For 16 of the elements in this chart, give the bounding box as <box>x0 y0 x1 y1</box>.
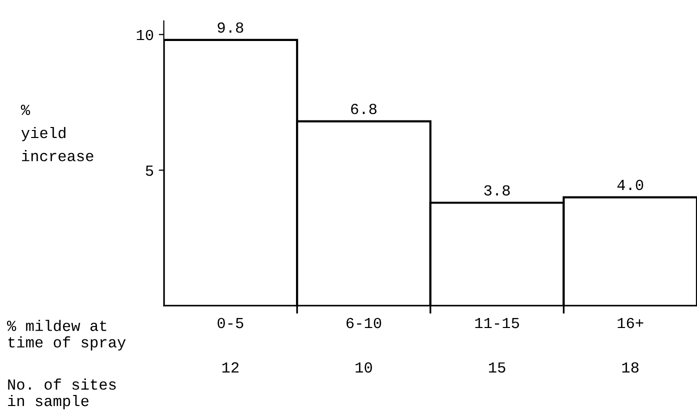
x-axis-title: % mildew at time of spray <box>6 320 126 351</box>
x-tick-label: 11-15 <box>475 318 519 328</box>
data-label: 4.0 <box>617 180 644 190</box>
data-label: 3.8 <box>484 185 510 196</box>
y-tick-label: 5 <box>146 166 154 176</box>
text: 15 <box>488 362 506 373</box>
data-label: 6.8 <box>351 104 376 114</box>
text: No. of sites in sample <box>8 378 116 410</box>
y-axis-title: % yield increase <box>20 104 94 162</box>
text: 18 <box>622 362 639 373</box>
x-tick-label: 6-10 <box>346 318 382 328</box>
data-label: 9.8 <box>218 22 244 33</box>
x-tick-label: 0-5 <box>218 318 244 328</box>
x-tick-label: 16+ <box>618 318 644 328</box>
text: 10 <box>356 362 372 373</box>
text: 12 <box>222 362 239 373</box>
